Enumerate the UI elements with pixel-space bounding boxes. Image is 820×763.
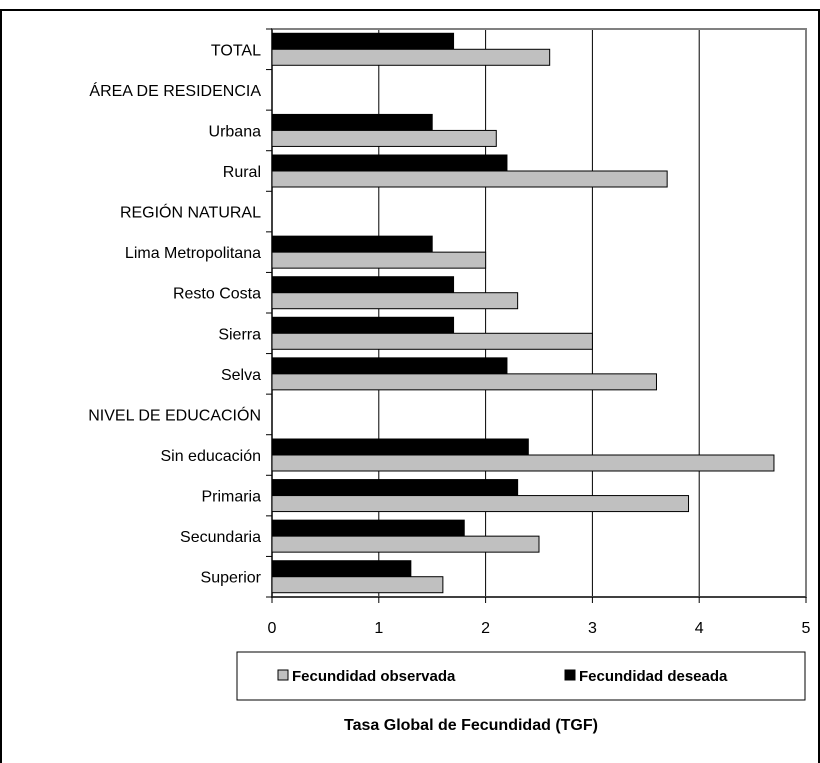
category-label: TOTAL [211, 42, 261, 59]
bar-fecundidad-observada [271, 495, 690, 513]
bar-fecundidad-deseada [271, 32, 455, 50]
bars [271, 32, 775, 594]
x-tick-label: 5 [802, 620, 811, 637]
category-label: Primaria [201, 489, 261, 506]
legend-label-deseada: Fecundidad deseada [579, 668, 728, 685]
category-label: Superior [201, 570, 262, 587]
category-label: Rural [223, 164, 261, 181]
bar-fecundidad-deseada [271, 519, 465, 537]
legend-label-observada: Fecundidad observada [292, 668, 456, 685]
bar-fecundidad-observada [271, 129, 497, 147]
category-label: NIVEL DE EDUCACIÓN [88, 405, 261, 424]
bar-fecundidad-deseada [271, 560, 412, 578]
bar-fecundidad-deseada [271, 113, 433, 131]
x-tick-label: 4 [695, 620, 704, 637]
bar-fecundidad-deseada [271, 276, 455, 294]
category-label: Sin educación [160, 448, 261, 465]
category-label: Sierra [218, 326, 261, 343]
bar-fecundidad-observada [271, 576, 444, 594]
x-axis-title: Tasa Global de Fecundidad (TGF) [344, 717, 598, 734]
bar-fecundidad-observada [271, 251, 487, 269]
bar-fecundidad-deseada [271, 479, 519, 497]
x-axis-ticks: 0 1 2 3 4 5 [268, 597, 811, 637]
x-tick-label: 2 [481, 620, 490, 637]
category-label: ÁREA DE RESIDENCIA [89, 81, 261, 100]
category-label: REGIÓN NATURAL [120, 203, 261, 222]
bar-fecundidad-deseada [271, 154, 508, 172]
bar-fecundidad-deseada [271, 316, 455, 334]
x-tick-label: 3 [588, 620, 597, 637]
category-label: Resto Costa [173, 286, 261, 303]
category-labels: TOTAL ÁREA DE RESIDENCIA Urbana Rural REGIÓN… [88, 42, 261, 586]
bar-fecundidad-deseada [271, 438, 529, 456]
bar-fecundidad-observada [271, 48, 551, 66]
bar-fecundidad-observada [271, 373, 657, 391]
bar-fecundidad-observada [271, 292, 519, 310]
category-label: Selva [221, 367, 261, 384]
bar-fecundidad-observada [271, 454, 775, 472]
category-label: Secundaria [180, 529, 261, 546]
bar-fecundidad-observada [271, 535, 540, 553]
x-tick-label: 1 [374, 620, 383, 637]
bar-fecundidad-observada [271, 170, 668, 188]
legend-swatch-deseada [564, 669, 576, 681]
bar-fecundidad-deseada [271, 235, 433, 253]
y-axis-ticks [266, 28, 272, 598]
legend-box [236, 651, 806, 701]
x-tick-label: 0 [268, 620, 277, 637]
bar-fecundidad-deseada [271, 357, 508, 375]
category-label: Lima Metropolitana [125, 245, 261, 262]
category-label: Urbana [209, 123, 262, 140]
bar-fecundidad-observada [271, 332, 593, 350]
legend-swatch-observada [277, 669, 289, 681]
